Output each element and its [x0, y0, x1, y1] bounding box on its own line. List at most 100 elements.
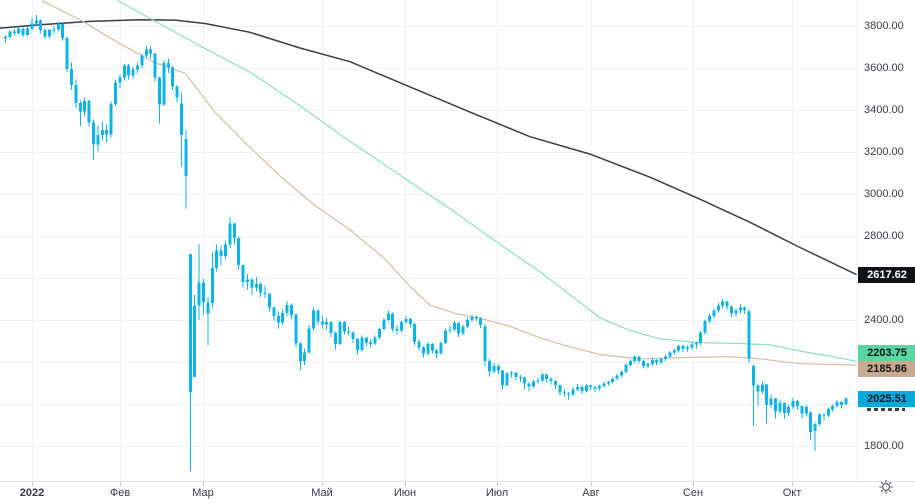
price-axis-label: 3600.00: [864, 61, 904, 74]
candle-body: [422, 347, 425, 354]
candle-body: [12, 31, 16, 34]
candle-body: [369, 342, 373, 344]
candle-body: [131, 69, 135, 76]
price-tag-2203.75: 2203.75: [858, 345, 915, 361]
time-axis-tick: [591, 482, 592, 486]
candle-body: [562, 392, 566, 394]
candle-body: [686, 347, 689, 349]
candle-body: [787, 407, 791, 413]
candle-body: [408, 318, 412, 325]
candle-body: [518, 377, 522, 379]
candle-body: [153, 53, 157, 78]
time-axis[interactable]: 2022 Фев Мар Май Июн Июл Авг Сен Окт: [0, 481, 915, 503]
candle-body: [8, 31, 12, 38]
candle-body: [149, 49, 153, 54]
candle-body: [672, 350, 676, 353]
candle-body: [290, 305, 293, 315]
candle-body: [457, 323, 461, 334]
candle-body: [716, 305, 720, 311]
candle-body: [338, 322, 342, 345]
candle-body: [228, 223, 232, 245]
candle-body: [589, 385, 593, 388]
candle-body: [664, 356, 667, 359]
candle-body: [800, 406, 804, 414]
candle-body: [540, 374, 544, 381]
candle-body: [303, 352, 307, 362]
candle-body: [65, 37, 69, 69]
candle-body: [378, 329, 381, 338]
candle-body: [237, 237, 241, 266]
time-axis-label-Авг: Авг: [582, 487, 600, 499]
candle-body: [166, 63, 170, 68]
candle-body: [30, 23, 34, 29]
candle-body: [580, 386, 584, 391]
candle-body: [624, 364, 628, 372]
candles-series: [4, 15, 848, 471]
candle-body: [527, 383, 531, 387]
ma-tan-line: [41, 0, 857, 366]
candle-body: [593, 387, 597, 389]
candle-body: [215, 250, 219, 269]
candle-body: [712, 310, 716, 316]
candle-body: [536, 380, 540, 382]
candle-body: [312, 310, 315, 329]
candle-body: [285, 305, 289, 313]
candle-body: [136, 65, 139, 70]
candle-body: [334, 333, 337, 345]
candle-body: [725, 301, 729, 307]
candle-body: [87, 101, 91, 123]
candle-body: [452, 323, 456, 330]
candle-body: [162, 63, 166, 105]
candle-body: [184, 139, 188, 177]
candle-body: [752, 366, 755, 386]
candle-body: [483, 326, 487, 362]
candle-body: [118, 77, 122, 83]
candle-body: [738, 307, 742, 311]
candle-body: [620, 372, 623, 376]
price-axis-label: 3200.00: [864, 145, 904, 158]
time-axis-tick: [120, 482, 121, 486]
candle-body: [628, 360, 632, 365]
candle-body: [316, 310, 320, 322]
candle-body: [325, 322, 329, 325]
candle-body: [206, 302, 210, 314]
candle-body: [730, 306, 733, 314]
candle-body: [743, 307, 747, 310]
candle-body: [598, 386, 601, 389]
candle-body: [791, 400, 795, 408]
candle-body: [254, 284, 258, 288]
clipped-price-label: [867, 408, 905, 411]
candle-body: [26, 28, 29, 35]
candle-body: [554, 380, 557, 386]
candle-body: [655, 359, 659, 363]
candle-body: [567, 393, 571, 395]
candle-body: [470, 316, 474, 320]
axis-settings-button[interactable]: [878, 479, 894, 495]
candle-body: [637, 356, 641, 361]
candle-body: [532, 381, 535, 387]
candle-body: [144, 49, 148, 56]
candle-body: [193, 305, 197, 378]
chart-plot-area[interactable]: [0, 0, 857, 481]
gear-icon: [878, 480, 894, 498]
candle-body: [404, 318, 408, 322]
price-axis-label: 3400.00: [864, 103, 904, 116]
candle-body: [232, 223, 236, 238]
candle-body: [48, 30, 51, 37]
candle-body: [606, 381, 610, 384]
candle-body: [523, 377, 527, 384]
candle-body: [514, 372, 518, 378]
time-axis-tick: [792, 482, 793, 486]
candle-body: [774, 398, 777, 412]
candle-body: [400, 322, 403, 331]
candle-body: [34, 20, 38, 24]
candle-body: [844, 398, 848, 404]
candle-body: [259, 284, 263, 293]
candle-body: [435, 350, 439, 354]
price-axis[interactable]: 3800.00 3600.00 3400.00 3200.00 3000.00 2800.…: [857, 0, 915, 481]
candle-body: [158, 77, 161, 105]
candle-body: [140, 55, 144, 66]
candle-body: [430, 344, 434, 351]
candle-body: [615, 375, 619, 379]
candle-body: [474, 316, 478, 319]
